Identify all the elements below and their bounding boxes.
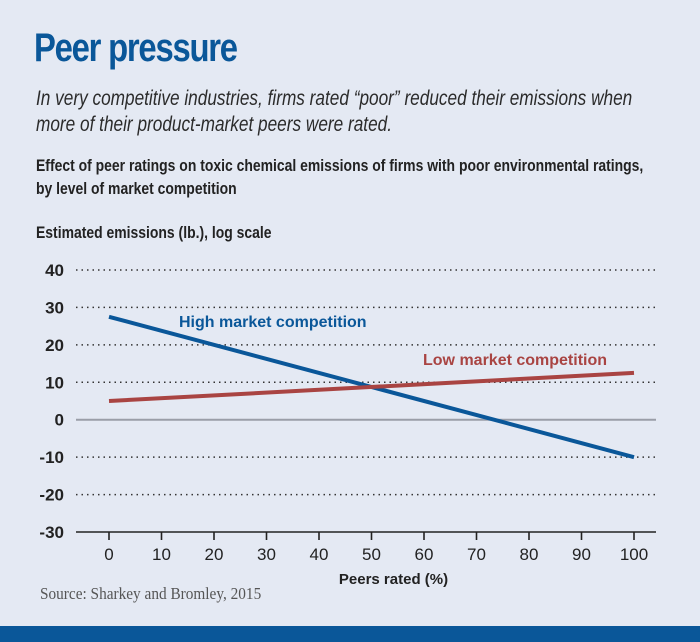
y-axis-label: Estimated emissions (lb.), log scale — [36, 223, 272, 242]
y-tick-label: -20 — [39, 486, 64, 505]
series-label-high-competition: High market competition — [179, 314, 367, 331]
y-tick-label: -30 — [39, 523, 64, 542]
subtitle: In very competitive industries, firms ra… — [36, 87, 633, 136]
y-tick-label: 20 — [45, 336, 64, 355]
x-axis-label: Peers rated (%) — [339, 571, 448, 588]
y-tick-label: 0 — [55, 411, 64, 430]
x-axis: 0 10 20 30 40 50 60 70 80 90 100 — [104, 532, 648, 564]
y-tick-label: 40 — [45, 261, 64, 280]
y-axis-ticks: 40 30 20 10 0 -10 -20 -30 — [39, 261, 64, 542]
y-tick-label: 10 — [45, 373, 64, 392]
x-tick-label: 60 — [415, 545, 434, 564]
chart-title: Effect of peer ratings on toxic chemical… — [36, 156, 644, 198]
series — [108, 314, 635, 460]
x-tick-label: 80 — [520, 545, 539, 564]
footer-bar — [0, 626, 700, 642]
gridlines — [76, 269, 656, 533]
x-tick-label: 90 — [572, 545, 591, 564]
series-line-low-competition — [108, 370, 635, 403]
x-tick-label: 100 — [620, 545, 648, 564]
y-tick-label: 30 — [45, 298, 64, 317]
y-tick-label: -10 — [39, 448, 64, 467]
series-label-low-competition: Low market competition — [423, 352, 607, 369]
x-tick-label: 30 — [257, 545, 276, 564]
x-tick-label: 20 — [205, 545, 224, 564]
source-note: Source: Sharkey and Bromley, 2015 — [40, 584, 262, 603]
x-tick-label: 0 — [104, 545, 113, 564]
page-title: Peer pressure — [34, 26, 238, 70]
x-tick-label: 40 — [310, 545, 329, 564]
x-tick-label: 50 — [362, 545, 381, 564]
x-tick-label: 10 — [152, 545, 171, 564]
x-tick-label: 70 — [467, 545, 486, 564]
